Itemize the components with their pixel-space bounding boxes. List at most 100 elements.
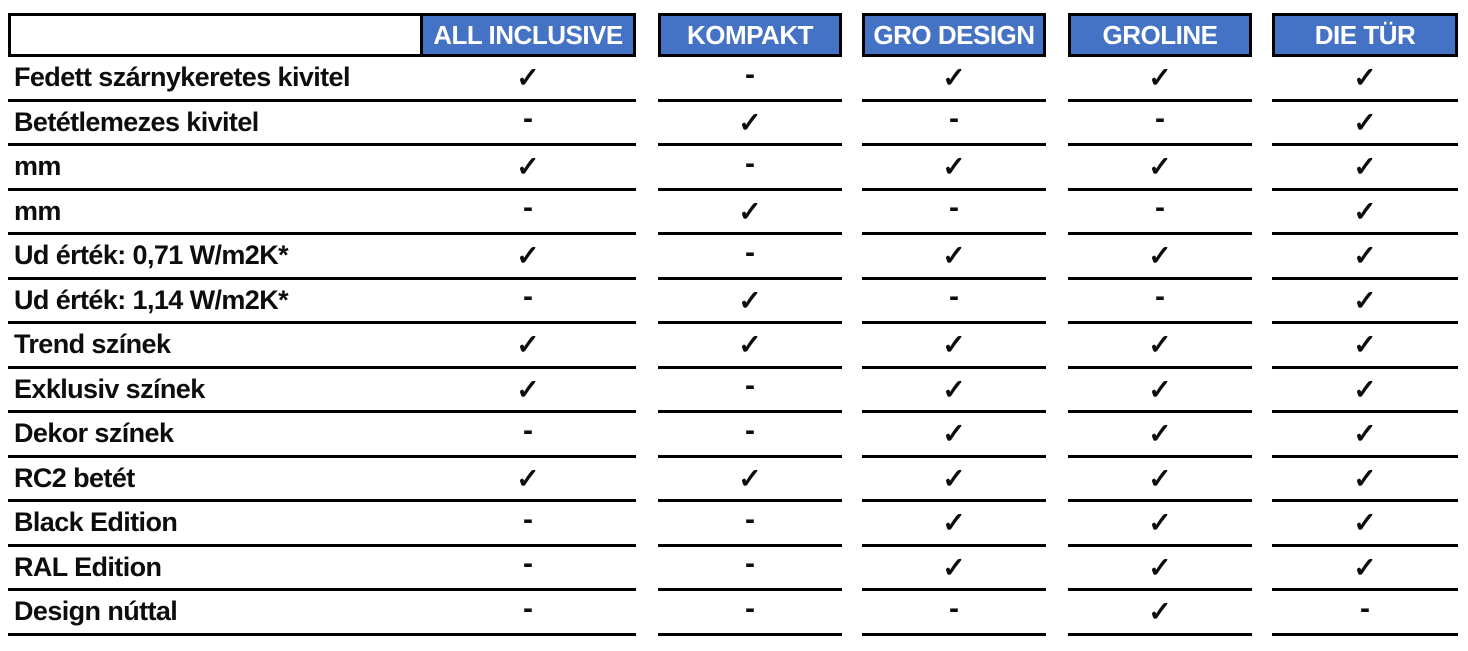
table-row: Exklusiv színek ✓ - ✓ ✓ ✓ (8, 369, 1468, 414)
column-gap (636, 191, 658, 236)
table-row: RC2 betét ✓ ✓ ✓ ✓ ✓ (8, 458, 1468, 503)
column-gap (1046, 235, 1068, 280)
column-gap (1252, 191, 1272, 236)
column-gap (636, 324, 658, 369)
check-icon: ✓ (420, 235, 636, 280)
column-gap (636, 57, 658, 102)
check-icon: ✓ (1068, 413, 1252, 458)
table-row: Dekor színek - - ✓ ✓ ✓ (8, 413, 1468, 458)
column-gap (842, 280, 862, 325)
dash-icon: - (420, 102, 636, 146)
column-gap (842, 369, 862, 414)
check-icon: ✓ (420, 146, 636, 191)
dash-icon: - (658, 235, 842, 280)
table-row: Black Edition - - ✓ ✓ ✓ (8, 502, 1468, 547)
column-gap (1252, 324, 1272, 369)
row-label: Design núttal (8, 591, 420, 636)
column-gap (636, 102, 658, 147)
table-row: mm - ✓ - - ✓ (8, 191, 1468, 236)
check-icon: ✓ (1068, 324, 1252, 369)
check-icon: ✓ (1068, 547, 1252, 591)
dash-icon: - (1068, 280, 1252, 324)
column-gap (1046, 502, 1068, 547)
check-icon: ✓ (420, 324, 636, 369)
column-gap (1252, 102, 1272, 147)
empty-header-cell (8, 13, 420, 57)
check-icon: ✓ (658, 324, 842, 369)
dash-icon: - (420, 547, 636, 591)
row-label: mm (8, 191, 420, 235)
check-icon: ✓ (1068, 369, 1252, 413)
dash-icon: - (1272, 591, 1458, 636)
column-gap (1252, 13, 1272, 57)
check-icon: ✓ (1068, 146, 1252, 191)
column-gap (636, 235, 658, 280)
column-gap (1046, 369, 1068, 414)
check-icon: ✓ (862, 458, 1046, 502)
column-gap (842, 591, 862, 636)
column-gap (1252, 547, 1272, 592)
check-icon: ✓ (1272, 547, 1458, 591)
check-icon: ✓ (1272, 413, 1458, 458)
dash-icon: - (862, 191, 1046, 235)
column-header-gro-design: GRO DESIGN (862, 13, 1046, 57)
check-icon: ✓ (1272, 280, 1458, 324)
check-icon: ✓ (658, 102, 842, 146)
dash-icon: - (658, 57, 842, 102)
check-icon: ✓ (862, 413, 1046, 458)
row-label: Dekor színek (8, 413, 420, 458)
dash-icon: - (862, 591, 1046, 636)
table-row: mm ✓ - ✓ ✓ ✓ (8, 146, 1468, 191)
check-icon: ✓ (1272, 324, 1458, 369)
check-icon: ✓ (1272, 502, 1458, 547)
column-gap (1046, 413, 1068, 458)
column-gap (1046, 324, 1068, 369)
check-icon: ✓ (862, 57, 1046, 102)
column-gap (842, 57, 862, 102)
column-gap (842, 502, 862, 547)
column-gap (1046, 57, 1068, 102)
check-icon: ✓ (1272, 235, 1458, 280)
column-gap (842, 13, 862, 57)
check-icon: ✓ (658, 191, 842, 235)
check-icon: ✓ (862, 146, 1046, 191)
column-gap (636, 502, 658, 547)
check-icon: ✓ (658, 458, 842, 502)
row-label: Fedett szárnykeretes kivitel (8, 57, 420, 102)
check-icon: ✓ (862, 369, 1046, 413)
column-gap (1046, 13, 1068, 57)
column-header-all-inclusive: ALL INCLUSIVE (420, 13, 636, 57)
column-gap (842, 102, 862, 147)
check-icon: ✓ (420, 57, 636, 102)
dash-icon: - (862, 102, 1046, 146)
check-icon: ✓ (1272, 57, 1458, 102)
row-label: Black Edition (8, 502, 420, 547)
check-icon: ✓ (1068, 502, 1252, 547)
column-gap (842, 458, 862, 503)
check-icon: ✓ (420, 369, 636, 413)
check-icon: ✓ (1068, 591, 1252, 636)
row-label: Ud érték: 1,14 W/m2K* (8, 280, 420, 324)
column-gap (1252, 146, 1272, 191)
column-gap (636, 591, 658, 636)
column-gap (842, 235, 862, 280)
column-gap (1252, 458, 1272, 503)
table-row: Ud érték: 1,14 W/m2K* - ✓ - - ✓ (8, 280, 1468, 325)
dash-icon: - (420, 591, 636, 636)
check-icon: ✓ (1068, 57, 1252, 102)
check-icon: ✓ (1272, 369, 1458, 413)
column-gap (636, 547, 658, 592)
table-row: Trend színek ✓ ✓ ✓ ✓ ✓ (8, 324, 1468, 369)
check-icon: ✓ (1272, 102, 1458, 146)
column-gap (1046, 280, 1068, 325)
dash-icon: - (1068, 191, 1252, 235)
column-gap (1252, 235, 1272, 280)
column-gap (636, 413, 658, 458)
column-gap (1046, 191, 1068, 236)
column-header-die-tur: DIE TÜR (1272, 13, 1458, 57)
column-gap (636, 458, 658, 503)
column-gap (842, 547, 862, 592)
dash-icon: - (1068, 102, 1252, 146)
check-icon: ✓ (1272, 146, 1458, 191)
column-gap (1252, 57, 1272, 102)
